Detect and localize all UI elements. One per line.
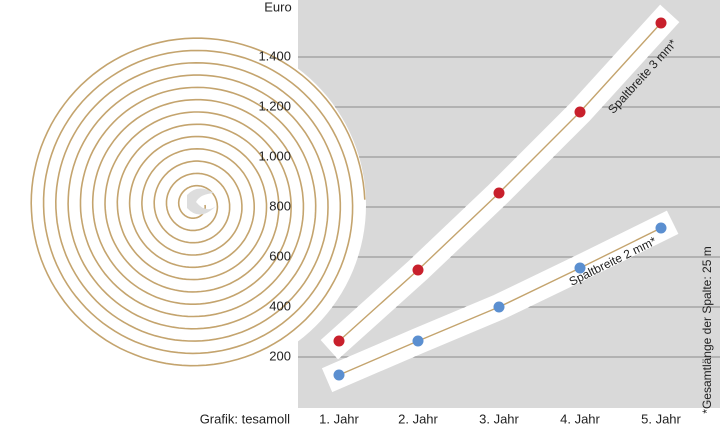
- x-tick-label: 2. Jahr: [398, 411, 438, 426]
- y-tick-label: 400: [269, 298, 291, 313]
- plot-area: [298, 0, 720, 408]
- point: [493, 187, 505, 199]
- x-tick-label: 1. Jahr: [319, 411, 359, 426]
- point: [655, 222, 667, 234]
- y-axis-label: Euro: [264, 0, 291, 14]
- y-tick-label: 600: [269, 248, 291, 263]
- y-tick-label: 1.200: [258, 98, 291, 113]
- x-tick-label: 5. Jahr: [641, 411, 681, 426]
- point: [333, 335, 345, 347]
- point: [333, 369, 345, 381]
- y-tick-label: 1.400: [258, 48, 291, 63]
- point: [574, 106, 586, 118]
- y-tick-label: 1.000: [258, 148, 291, 163]
- source: Grafik: tesamoll: [200, 411, 290, 426]
- point: [412, 264, 424, 276]
- x-tick-label: 4. Jahr: [560, 411, 600, 426]
- point: [655, 17, 667, 29]
- footnote: *Gesamtlänge der Spalte: 25 m: [700, 246, 714, 413]
- point: [574, 262, 586, 274]
- point: [493, 301, 505, 313]
- y-tick-label: 200: [269, 348, 291, 363]
- y-tick-label: 800: [269, 198, 291, 213]
- point: [412, 335, 424, 347]
- spiral-center: [187, 188, 216, 215]
- x-tick-label: 3. Jahr: [479, 411, 519, 426]
- spiral: [30, 37, 366, 367]
